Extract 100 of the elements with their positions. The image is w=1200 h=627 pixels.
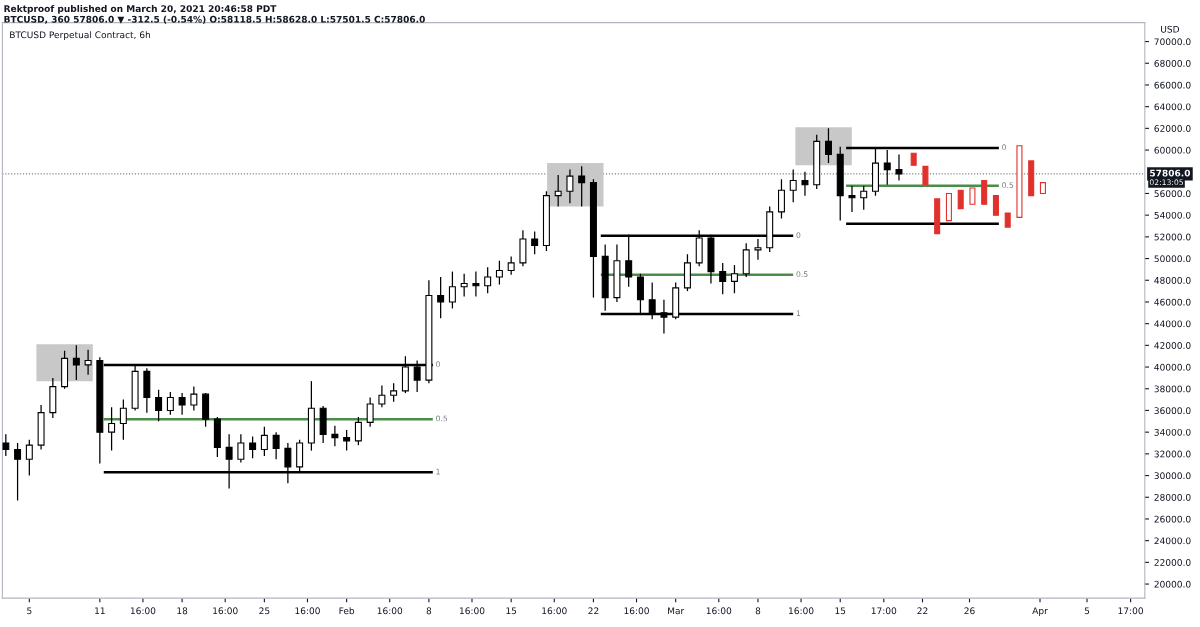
candlestick (742, 242, 750, 278)
candlestick (260, 426, 268, 457)
candlestick (578, 165, 586, 208)
x-tick-label: 8 (755, 607, 761, 615)
x-tick-label: Mar (668, 607, 685, 615)
x-tick-label: 16:00 (624, 607, 649, 615)
candlestick (566, 168, 574, 204)
chart-title: Rektproof published on March 20, 2021 20:46:58 PDT (4, 5, 277, 14)
candlestick (390, 382, 398, 403)
x-tick-label: 11 (95, 607, 105, 615)
candlestick (554, 174, 562, 208)
x-tick-label: 16:00 (377, 607, 403, 615)
candlestick (519, 229, 527, 267)
candlestick (378, 384, 386, 408)
candlestick (72, 344, 80, 381)
x-tick-label: 5 (27, 607, 32, 615)
candlestick (119, 398, 127, 441)
x-tick-label: 18 (177, 607, 188, 615)
candlestick (331, 425, 339, 447)
y-tick-label: 46000.0 (1154, 298, 1191, 306)
candlestick (343, 429, 351, 452)
candlestick (981, 179, 988, 205)
candlestick (789, 168, 797, 203)
x-tick-label: 15 (506, 607, 517, 615)
y-tick-label: 22000.0 (1154, 559, 1191, 566)
x-tick-label: 22 (588, 607, 599, 615)
y-tick-label: 28000.0 (1154, 493, 1191, 501)
x-tick-label: 26 (964, 607, 975, 615)
candlestick (354, 416, 362, 446)
y-tick-label: 52000.0 (1154, 233, 1191, 241)
y-tick-label: 56000.0 (1154, 190, 1191, 198)
candlestick (472, 270, 480, 298)
x-tick-label: 16:00 (295, 607, 320, 615)
candlestick (777, 178, 785, 220)
y-tick-label: 68000.0 (1154, 59, 1191, 67)
y-tick-label: 42000.0 (1154, 342, 1191, 349)
annotation: BTCUSD Perpetual Contract, 6h (10, 31, 151, 40)
candlestick (237, 433, 245, 464)
y-tick-label: 66000.0 (1154, 81, 1191, 89)
x-tick-label: 16:00 (706, 607, 732, 615)
x-tick-label: Feb (339, 607, 355, 615)
candlestick (249, 435, 257, 459)
candlestick (366, 396, 374, 428)
y-tick-label: 70000.0 (1154, 38, 1191, 46)
candlestick (495, 260, 503, 286)
y-tick-label: 38000.0 (1154, 385, 1191, 393)
candlestick (824, 127, 832, 164)
candlestick (14, 442, 22, 502)
candlestick (992, 195, 999, 216)
y-axis-title: USD (1161, 25, 1180, 33)
candlestick (178, 392, 186, 416)
x-tick-label: 16:00 (213, 607, 238, 615)
y-tick-label: 20000.0 (1154, 580, 1191, 588)
ref-line-label: 57806.0 (1150, 169, 1191, 177)
chart-subtitle: BTCUSD, 360 57806.0 ▼ -312.5 (-0.54%) O:58118.5 H:58628.0 L:57501.5 C:57806.0 (4, 15, 425, 24)
candlestick (531, 230, 539, 255)
y-tick-label: 36000.0 (1154, 407, 1191, 415)
candlestick (507, 255, 515, 276)
x-tick-label: 16:00 (130, 607, 156, 615)
x-tick-label: 16:00 (459, 607, 485, 615)
candlestick (719, 262, 727, 295)
candlestick (754, 238, 762, 261)
candlestick (460, 273, 468, 298)
y-tick-label: 34000.0 (1154, 428, 1191, 436)
x-tick-label: 25 (259, 607, 270, 615)
x-tick-label: 17:00 (871, 607, 897, 615)
x-tick-label: 5 (1084, 607, 1090, 615)
candlestick (166, 391, 174, 416)
y-tick-label: 60000.0 (1154, 146, 1191, 154)
candlestick (957, 189, 964, 210)
candlestick (190, 385, 198, 412)
candlestick (155, 389, 163, 422)
y-tick-label: 44000.0 (1154, 320, 1191, 328)
y-tick-label: 24000.0 (1154, 537, 1191, 545)
candlestick (2, 433, 10, 457)
candlestick (272, 431, 280, 460)
x-tick-label: 8 (426, 607, 432, 615)
candlestick (448, 270, 456, 310)
y-tick-label: 30000.0 (1154, 472, 1191, 480)
candlestick (895, 153, 903, 182)
candlestick (730, 264, 738, 294)
y-tick-label: 62000.0 (1154, 125, 1191, 132)
x-tick-label: 16:00 (542, 607, 567, 615)
y-tick-label: 50000.0 (1154, 255, 1191, 263)
candlestick (25, 439, 33, 477)
candlestick (484, 266, 492, 294)
candlestick (437, 276, 445, 319)
y-tick-label: 48000.0 (1154, 276, 1191, 284)
x-tick-label: 16:00 (789, 607, 814, 615)
y-tick-label: 64000.0 (1154, 103, 1191, 111)
candlestick (108, 406, 116, 452)
x-tick-label: Apr (1032, 607, 1048, 616)
x-tick-label: 15 (835, 607, 846, 615)
y-tick-label: 54000.0 (1154, 211, 1191, 219)
candlestick (848, 185, 856, 213)
candlestick (860, 185, 868, 211)
candlestick (84, 349, 92, 376)
x-tick-label: 17:00 (1118, 607, 1144, 615)
y-tick-label: 40000.0 (1154, 363, 1191, 371)
y-tick-label: 26000.0 (1154, 515, 1191, 523)
